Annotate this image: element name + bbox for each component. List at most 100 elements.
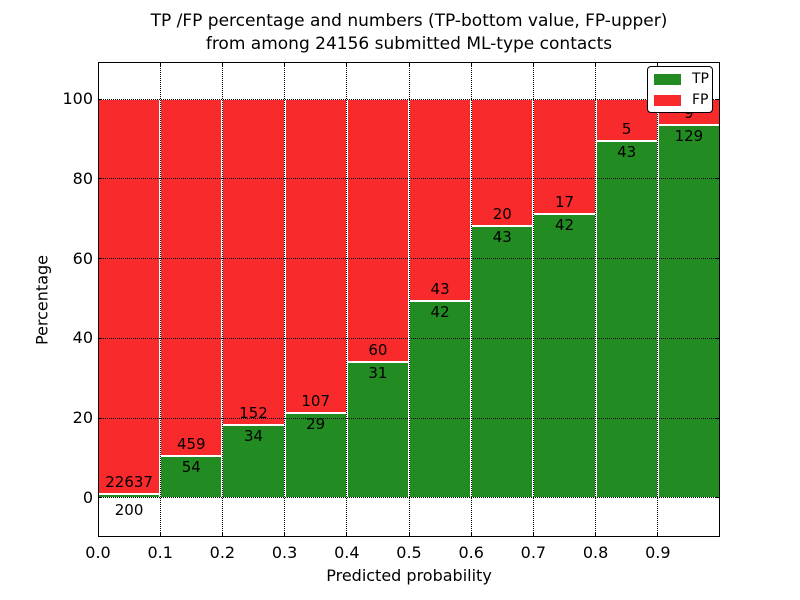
bar-fp-count-label: 9 <box>684 104 694 123</box>
tick-mark <box>470 533 472 537</box>
bar-tp-segment <box>657 125 720 498</box>
y-tick-label: 40 <box>72 328 93 348</box>
tick-mark <box>284 62 286 66</box>
bar-fp-count-label: 459 <box>176 434 206 453</box>
tick-mark <box>221 62 223 66</box>
bar-fp-count-label: 20 <box>492 204 512 223</box>
legend-tp-label: TP <box>692 71 709 87</box>
bar-tp-segment <box>346 362 409 498</box>
bar-fp-count-label: 22637 <box>105 473 153 492</box>
y-tick-label: 100 <box>62 89 93 109</box>
bar-fp-segment <box>471 99 534 226</box>
x-tick-label: 0.0 <box>85 543 111 562</box>
bar-fp-segment <box>160 99 223 456</box>
legend-tp-swatch <box>654 73 681 85</box>
tick-mark <box>159 533 161 537</box>
bar-fp-count-label: 43 <box>430 279 450 298</box>
bar-fp-segment <box>222 99 285 425</box>
legend-item-tp: TP <box>654 70 709 88</box>
tick-mark <box>221 533 223 537</box>
x-tick-label: 0.7 <box>520 543 547 562</box>
x-tick-label: 0.3 <box>271 543 298 562</box>
bar-tp-count-label: 43 <box>617 142 637 161</box>
tick-mark <box>716 98 720 100</box>
tick-mark <box>716 178 720 180</box>
x-tick-label: 0.9 <box>645 543 671 562</box>
gridline-x <box>346 62 348 537</box>
y-axis-label: Percentage <box>32 254 52 346</box>
gridline-y <box>98 98 720 100</box>
tick-mark <box>595 533 597 537</box>
tick-mark <box>470 62 472 66</box>
gridline-x <box>159 62 161 537</box>
gridline-y <box>98 497 720 499</box>
gridline-x <box>284 62 286 537</box>
chart-title-line2: from among 24156 submitted ML-type conta… <box>205 34 613 54</box>
x-tick-label: 0.5 <box>396 543 422 562</box>
gridline-x <box>408 62 410 537</box>
x-tick-label: 0.4 <box>334 543 360 562</box>
legend: TP FP <box>647 66 713 113</box>
gridline-x <box>221 62 223 537</box>
legend-fp-label: FP <box>692 92 709 108</box>
tick-mark <box>346 62 348 66</box>
bar-tp-count-label: 34 <box>243 427 264 445</box>
bar-tp-segment <box>409 300 472 498</box>
tick-mark <box>716 258 720 260</box>
bar-tp-segment <box>471 225 534 498</box>
bar-fp-count-label: 5 <box>621 119 632 138</box>
bar-tp-count-label: 43 <box>492 227 512 246</box>
tick-mark <box>532 533 534 537</box>
tick-mark <box>716 417 720 419</box>
plot-area: 22637 200 459 54 152 34 107 29 60 31 43 42 20 43 17 42 5… <box>62 62 720 562</box>
x-axis-label: Predicted probability <box>326 566 492 585</box>
y-tick-label: 80 <box>72 168 93 188</box>
bar-tp-count-label: 42 <box>430 302 450 321</box>
bar-fp-segment <box>284 99 347 413</box>
tick-mark <box>657 533 659 537</box>
x-tick-label: 0.1 <box>147 543 173 562</box>
tick-mark <box>716 337 720 339</box>
tick-mark <box>716 497 720 499</box>
tick-mark <box>532 62 534 66</box>
x-tick-label: 0.2 <box>209 543 236 562</box>
bar-tp-segment <box>222 425 285 498</box>
tick-mark <box>346 533 348 537</box>
bar-fp-segment <box>533 99 596 214</box>
bar-fp-count-label: 17 <box>554 193 575 211</box>
tick-mark <box>98 337 102 339</box>
bar-tp-count-label: 54 <box>181 457 201 476</box>
bar-tp-count-label: 29 <box>306 414 326 433</box>
legend-item-fp: FP <box>654 91 709 109</box>
tick-mark <box>97 533 99 537</box>
gridline-y <box>98 337 720 339</box>
gridline-y <box>98 258 720 260</box>
chart-title-line1: TP /FP percentage and numbers (TP-bottom… <box>150 11 668 31</box>
bar-fp-segment <box>346 99 409 363</box>
bar-fp-segment <box>409 99 472 301</box>
bar-tp-count-label: 129 <box>674 127 704 146</box>
tick-mark <box>408 533 410 537</box>
bar-tp-count-label: 42 <box>554 216 575 234</box>
y-tick-label: 20 <box>72 408 93 428</box>
tick-mark <box>595 62 597 66</box>
gridline-x <box>532 62 534 537</box>
gridline-y <box>98 417 720 419</box>
tick-mark <box>408 62 410 66</box>
gridline-x <box>470 62 472 537</box>
y-tick-label: 0 <box>82 487 93 507</box>
tick-mark <box>98 417 102 419</box>
tick-mark <box>657 62 659 66</box>
bar-fp-segment <box>98 99 161 495</box>
bar-fp-count-label: 60 <box>368 341 388 360</box>
legend-fp-swatch <box>654 94 681 106</box>
x-tick-label: 0.8 <box>582 543 609 562</box>
tick-mark <box>159 62 161 66</box>
tick-mark <box>284 533 286 537</box>
bar-tp-count-label: 31 <box>368 364 388 383</box>
bar-tp-segment <box>160 455 223 498</box>
gridline-y <box>98 178 720 180</box>
bar-tp-segment <box>595 140 658 498</box>
bar-fp-count-label: 152 <box>239 404 268 422</box>
